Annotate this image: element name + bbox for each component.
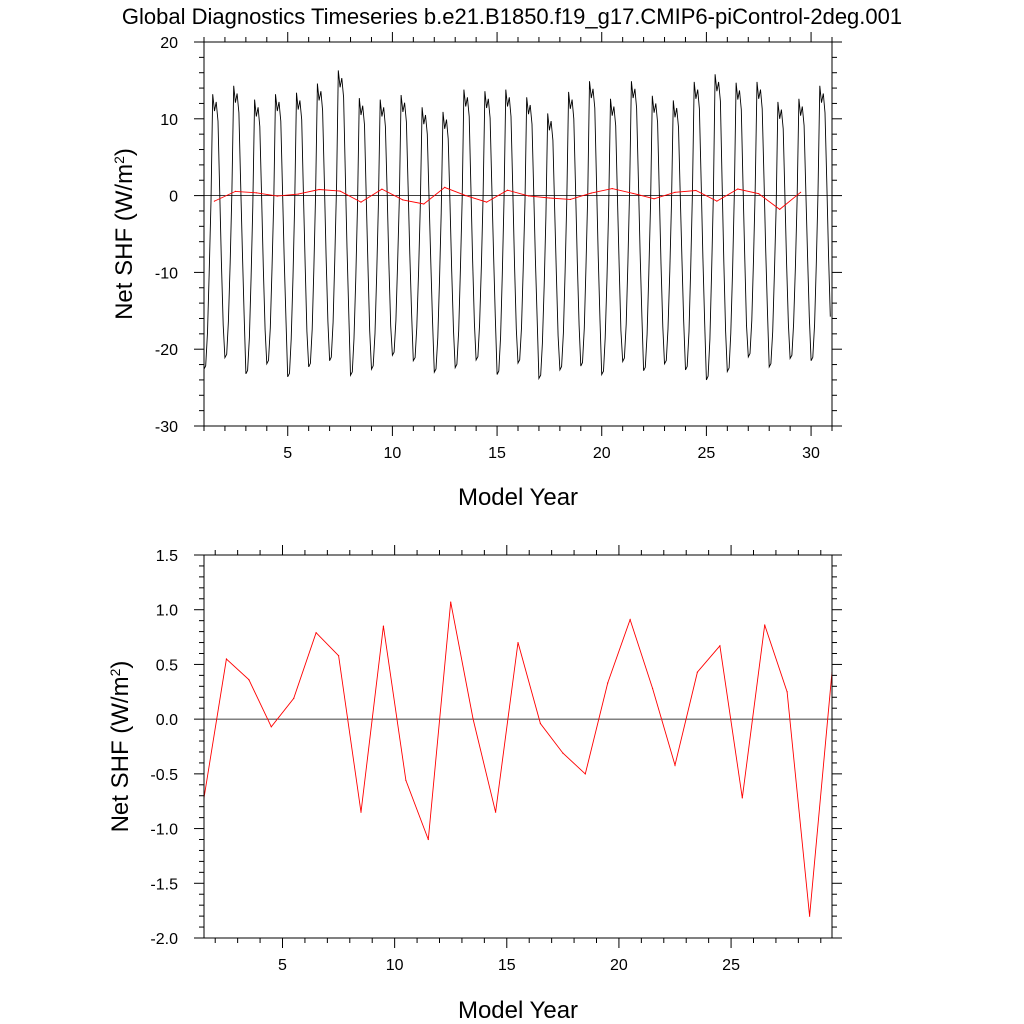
annual-mean-point — [517, 641, 519, 644]
annual-mean-point — [764, 624, 766, 626]
annual-mean-point — [696, 671, 699, 673]
annual-mean-point — [382, 625, 385, 627]
x-tick-label: 20 — [593, 445, 611, 462]
annual-mean-point — [450, 601, 452, 603]
annual-mean-point — [444, 186, 446, 188]
annual-mean-point — [737, 188, 739, 190]
annual-mean-point — [584, 773, 586, 775]
annual-mean-point — [405, 779, 407, 782]
annual-mean-point — [494, 811, 497, 813]
annual-mean-point — [674, 191, 676, 193]
x-tick-label: 10 — [386, 957, 404, 974]
x-axis-label: Model Year — [458, 997, 578, 1024]
bottom-panel-annual-mean: 5 10 15 20 25 -2.0 -1.5 -1.0 -0.5 0.0 0.5 1.0 1.5 Mod… — [107, 545, 842, 1024]
y-tick-label: 0.5 — [156, 657, 178, 674]
annual-mean-point — [339, 190, 341, 192]
y-axis-label: Net SHF (W/m2) — [107, 661, 134, 833]
y-tick-label: 1.0 — [156, 603, 178, 620]
annual-mean-point — [539, 722, 542, 725]
annual-mean-point — [381, 188, 383, 190]
y-tick-label: 0 — [169, 189, 178, 206]
plot-frame — [203, 554, 833, 939]
plot-area — [204, 70, 831, 381]
annual-mean-point — [695, 189, 697, 192]
annual-mean-point — [255, 192, 257, 194]
x-tick-label: 5 — [278, 957, 287, 974]
annual-mean-point — [276, 195, 278, 197]
annual-mean-point — [270, 726, 272, 728]
annual-mean-point — [719, 645, 721, 647]
x-tick-label: 25 — [698, 445, 716, 462]
top-panel-monthly-and-annual: 5 10 15 20 25 30 -30 -20 -10 0 10 20 Model Year Net S… — [111, 32, 842, 511]
annual-mean-point — [427, 838, 429, 841]
annual-mean-point — [213, 200, 216, 202]
annual-mean-point — [569, 198, 571, 201]
annual-mean-point — [293, 697, 295, 699]
y-tick-label: -1.5 — [150, 876, 178, 893]
x-tick-label: 15 — [488, 445, 506, 462]
annual-mean-point — [402, 199, 404, 201]
plot-area — [204, 601, 832, 917]
annual-mean-point — [506, 189, 509, 191]
y-tick-label: -10 — [155, 265, 178, 282]
x-tick-label: 25 — [722, 957, 740, 974]
y-tick-label: 1.5 — [156, 548, 178, 565]
annual-mean-point — [800, 191, 802, 193]
annual-mean-point — [562, 752, 564, 754]
annual-mean-point — [779, 208, 781, 211]
annual-mean-point — [225, 658, 228, 660]
annual-mean-net-shf-line — [204, 602, 832, 917]
annual-mean-point — [248, 679, 250, 681]
annual-mean-point — [758, 193, 760, 195]
monthly-net-shf-line — [204, 70, 831, 381]
y-tick-label: -2.0 — [150, 931, 178, 948]
y-tick-label: 10 — [160, 112, 178, 129]
annual-mean-point — [465, 195, 467, 197]
annual-mean-point — [607, 682, 609, 684]
figure-title: Global Diagnostics Timeseries b.e21.B185… — [122, 4, 902, 29]
annual-mean-point — [527, 195, 530, 197]
x-tick-label: 30 — [802, 445, 820, 462]
annual-mean-point — [590, 192, 592, 194]
x-tick-label: 15 — [498, 957, 516, 974]
annual-mean-point — [360, 201, 362, 203]
annual-mean-point — [297, 193, 299, 195]
x-tick-label: 10 — [384, 445, 402, 462]
x-tick-label: 20 — [610, 957, 628, 974]
annual-mean-point — [786, 691, 788, 693]
annual-mean-point — [651, 687, 654, 690]
annual-mean-point — [808, 915, 811, 917]
x-tick-label: 5 — [283, 445, 292, 462]
annual-mean-point — [337, 655, 340, 657]
y-tick-label: 0.0 — [156, 712, 178, 729]
x-axis-label: Model Year — [458, 484, 578, 511]
annual-mean-point — [653, 198, 655, 200]
annual-mean-point — [674, 764, 676, 766]
y-axis-label: Net SHF (W/m2) — [111, 148, 138, 320]
annual-mean-point — [234, 190, 236, 192]
annual-mean-point — [741, 797, 743, 799]
annual-mean-point — [716, 200, 718, 202]
y-tick-label: -30 — [155, 419, 178, 436]
annual-mean-point — [318, 188, 320, 191]
y-tick-label: 20 — [160, 35, 178, 52]
annual-mean-point — [315, 632, 317, 634]
annual-mean-point — [629, 618, 631, 621]
y-tick-label: -20 — [155, 342, 178, 359]
annual-mean-point — [423, 203, 425, 205]
annual-mean-point — [632, 192, 634, 195]
annual-mean-point — [472, 718, 474, 720]
annual-mean-point — [360, 811, 362, 813]
annual-mean-point — [548, 197, 551, 199]
y-tick-label: -0.5 — [150, 767, 178, 784]
annual-mean-point — [611, 188, 613, 190]
y-tick-label: -1.0 — [150, 822, 178, 839]
annual-mean-point — [486, 201, 488, 203]
